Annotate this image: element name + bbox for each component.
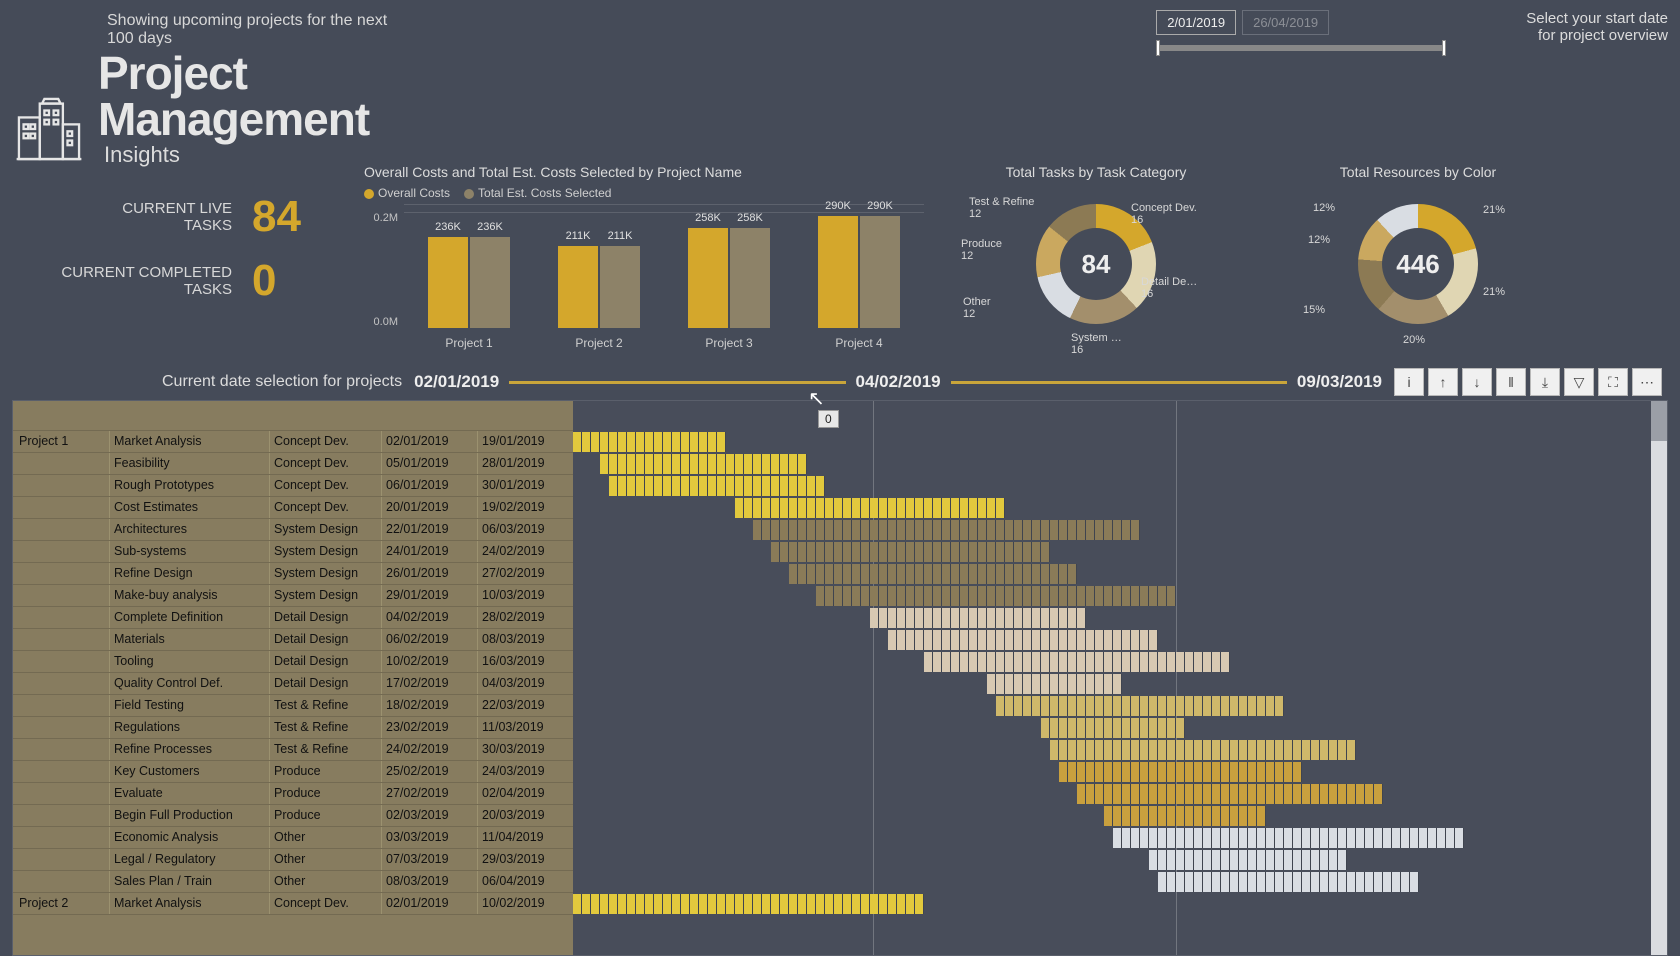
legend-swatch-1 — [364, 189, 374, 199]
table-row[interactable]: EvaluateProduce27/02/201902/04/2019 — [13, 783, 573, 805]
table-row[interactable]: ToolingDetail Design10/02/201916/03/2019 — [13, 651, 573, 673]
focus-button[interactable]: ⛶ — [1598, 368, 1628, 396]
gantt-chart[interactable]: Project 1Market AnalysisConcept Dev.02/0… — [12, 400, 1668, 956]
gantt-toolbar: i ↑ ↓ ‖ ⤓ ▽ ⛶ ⋯ — [1394, 368, 1662, 396]
donut1-center: 84 — [1060, 228, 1132, 300]
legend-swatch-2 — [464, 189, 474, 199]
gantt-table: Project 1Market AnalysisConcept Dev.02/0… — [13, 401, 573, 955]
table-row[interactable]: Project 1Market AnalysisConcept Dev.02/0… — [13, 431, 573, 453]
bar-y-axis: 0.2M 0.0M — [364, 204, 404, 354]
gantt-scrollbar[interactable] — [1651, 401, 1667, 955]
header: Showing upcoming projects for the next 1… — [12, 10, 1668, 168]
timeline-axis: 02/01/2019 04/02/2019 09/03/2019 — [414, 372, 1382, 392]
timeline-header: Current date selection for projects 02/0… — [12, 368, 1668, 396]
timeline-date-3: 09/03/2019 — [1297, 372, 1382, 392]
date-from[interactable]: 2/01/2019 — [1156, 10, 1236, 35]
date-slider[interactable] — [1156, 45, 1446, 51]
page-title: Project Management — [98, 47, 369, 145]
date-help-text: Select your start date for project overv… — [1526, 10, 1668, 45]
gantt-bar[interactable] — [573, 432, 726, 452]
table-row[interactable]: Quality Control Def.Detail Design17/02/2… — [13, 673, 573, 695]
title-block: Showing upcoming projects for the next 1… — [12, 10, 392, 168]
summary-row: CURRENT LIVETASKS 84 CURRENT COMPLETEDTA… — [12, 164, 1668, 354]
gantt-bar[interactable] — [987, 674, 1122, 694]
buildings-icon — [12, 90, 86, 168]
table-row[interactable]: Sub-systemsSystem Design24/01/201924/02/… — [13, 541, 573, 563]
gantt-bar[interactable] — [996, 696, 1284, 716]
kpi-completed-label: CURRENT COMPLETEDTASKS — [61, 264, 232, 299]
table-row[interactable]: Field TestingTest & Refine18/02/201922/0… — [13, 695, 573, 717]
table-row[interactable]: Refine DesignSystem Design26/01/201927/0… — [13, 563, 573, 585]
gantt-bar[interactable] — [753, 520, 1140, 540]
kpi-live-label: CURRENT LIVETASKS — [122, 200, 232, 235]
info-button[interactable]: i — [1394, 368, 1424, 396]
gantt-bar[interactable] — [609, 476, 825, 496]
gantt-bar[interactable] — [1077, 784, 1383, 804]
gantt-bar[interactable] — [600, 454, 807, 474]
kpi-live-tasks: CURRENT LIVETASKS 84 — [22, 192, 312, 242]
gantt-bar[interactable] — [1059, 762, 1302, 782]
date-to[interactable]: 26/04/2019 — [1242, 10, 1329, 35]
table-row[interactable]: Economic AnalysisOther03/03/201911/04/20… — [13, 827, 573, 849]
bar-chart-title: Overall Costs and Total Est. Costs Selec… — [364, 164, 924, 180]
gantt-bar[interactable] — [735, 498, 1005, 518]
table-row[interactable]: ArchitecturesSystem Design22/01/201906/0… — [13, 519, 573, 541]
bar-chart[interactable]: Overall Costs and Total Est. Costs Selec… — [364, 164, 924, 354]
gantt-bar[interactable] — [1050, 740, 1356, 760]
gantt-bar[interactable] — [573, 894, 924, 914]
more-button[interactable]: ⋯ — [1632, 368, 1662, 396]
gantt-bar[interactable] — [816, 586, 1176, 606]
bar-plot-area: 236K236K211K211K258K258K290K290K Project… — [404, 204, 924, 354]
date-picker: 2/01/2019 26/04/2019 Select your start d… — [1044, 10, 1668, 168]
table-row[interactable]: Refine ProcessesTest & Refine24/02/20193… — [13, 739, 573, 761]
gantt-bar[interactable] — [1104, 806, 1266, 826]
timeline-date-1: 02/01/2019 — [414, 372, 499, 392]
kpi-panel: CURRENT LIVETASKS 84 CURRENT COMPLETEDTA… — [22, 192, 312, 354]
filter-button[interactable]: ▽ — [1564, 368, 1594, 396]
gantt-bars-area — [573, 401, 1667, 955]
columns-button[interactable]: ‖ — [1496, 368, 1526, 396]
table-row[interactable]: Sales Plan / TrainOther08/03/201906/04/2… — [13, 871, 573, 893]
table-row[interactable]: Legal / RegulatoryOther07/03/201929/03/2… — [13, 849, 573, 871]
move-up-button[interactable]: ↑ — [1428, 368, 1458, 396]
kpi-completed-tasks: CURRENT COMPLETEDTASKS 0 — [22, 256, 312, 306]
timeline-date-2: 04/02/2019 — [856, 372, 941, 392]
table-row[interactable]: Project 2Market AnalysisConcept Dev.02/0… — [13, 893, 573, 915]
move-down-button[interactable]: ↓ — [1462, 368, 1492, 396]
legend-label-1: Overall Costs — [378, 186, 450, 200]
gantt-bar[interactable] — [1113, 828, 1464, 848]
table-row[interactable]: RegulationsTest & Refine23/02/201911/03/… — [13, 717, 573, 739]
table-row[interactable]: Begin Full ProductionProduce02/03/201920… — [13, 805, 573, 827]
table-row[interactable]: Make-buy analysisSystem Design29/01/2019… — [13, 585, 573, 607]
table-row[interactable]: Key CustomersProduce25/02/201924/03/2019 — [13, 761, 573, 783]
export-button[interactable]: ⤓ — [1530, 368, 1560, 396]
gantt-bar[interactable] — [870, 608, 1086, 628]
gantt-bar[interactable] — [1149, 850, 1347, 870]
timeline-label: Current date selection for projects — [162, 373, 402, 391]
donut2-center: 446 — [1382, 228, 1454, 300]
table-row[interactable]: MaterialsDetail Design06/02/201908/03/20… — [13, 629, 573, 651]
table-row[interactable]: Complete DefinitionDetail Design04/02/20… — [13, 607, 573, 629]
gantt-bar[interactable] — [924, 652, 1230, 672]
gantt-bar[interactable] — [1158, 872, 1419, 892]
hover-tooltip: 0 — [818, 410, 839, 428]
table-row[interactable]: FeasibilityConcept Dev.05/01/201928/01/2… — [13, 453, 573, 475]
gantt-bar[interactable] — [789, 564, 1077, 584]
gantt-bar[interactable] — [771, 542, 1050, 562]
donut2-title: Total Resources by Color — [1268, 164, 1568, 180]
donut1-title: Total Tasks by Task Category — [936, 164, 1256, 180]
kpi-live-value: 84 — [252, 192, 312, 242]
page-title-suffix: Insights — [104, 142, 180, 167]
donut-task-category[interactable]: Total Tasks by Task Category 84 Concept … — [936, 164, 1256, 354]
table-row[interactable]: Rough PrototypesConcept Dev.06/01/201930… — [13, 475, 573, 497]
subtitle: Showing upcoming projects for the next 1… — [107, 12, 392, 48]
table-row[interactable]: Cost EstimatesConcept Dev.20/01/201919/0… — [13, 497, 573, 519]
donut-resources[interactable]: Total Resources by Color 446 21%21%20%15… — [1268, 164, 1568, 354]
bar-chart-legend: Overall Costs Total Est. Costs Selected — [364, 186, 924, 200]
gantt-bar[interactable] — [888, 630, 1158, 650]
legend-label-2: Total Est. Costs Selected — [478, 186, 611, 200]
gantt-bar[interactable] — [1041, 718, 1185, 738]
kpi-completed-value: 0 — [252, 256, 312, 306]
